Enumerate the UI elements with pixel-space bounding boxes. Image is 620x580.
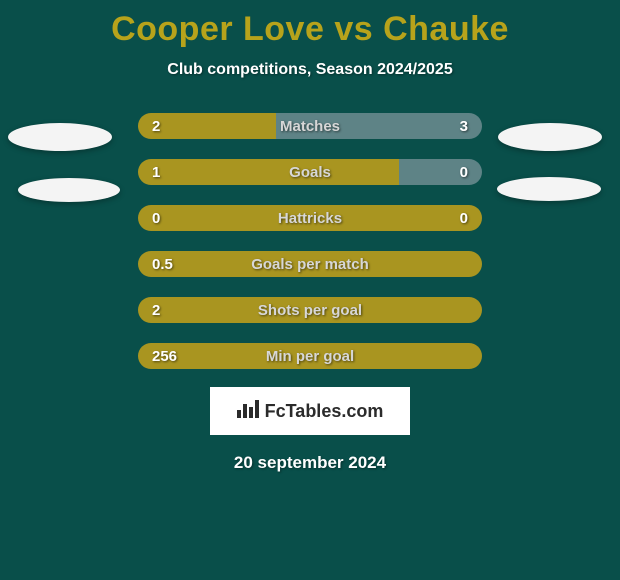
stat-seg-player1 xyxy=(138,251,482,277)
stat-seg-player1 xyxy=(138,343,482,369)
stat-row: 00Hattricks xyxy=(138,205,482,231)
comparison-card: Cooper Love vs Chauke Club competitions,… xyxy=(0,0,620,580)
stat-seg-player1 xyxy=(138,205,482,231)
stat-seg-player1 xyxy=(138,297,482,323)
source-logo: FcTables.com xyxy=(210,387,410,435)
player2-avatar xyxy=(498,123,602,151)
page-title: Cooper Love vs Chauke xyxy=(0,0,620,49)
stats-bars: 23Matches 10Goals 00Hattricks 0.5Goals per … xyxy=(0,113,620,369)
bars-icon xyxy=(237,400,259,422)
stat-row: 2Shots per goal xyxy=(138,297,482,323)
stat-seg-player2 xyxy=(276,113,482,139)
footer-date: 20 september 2024 xyxy=(0,453,620,473)
stat-row: 23Matches xyxy=(138,113,482,139)
subtitle: Club competitions, Season 2024/2025 xyxy=(0,61,620,79)
stat-seg-player2 xyxy=(399,159,482,185)
stat-row: 256Min per goal xyxy=(138,343,482,369)
logo-text: FcTables.com xyxy=(265,401,384,422)
player2-club-avatar xyxy=(497,177,601,201)
stat-seg-player1 xyxy=(138,113,276,139)
stat-row: 10Goals xyxy=(138,159,482,185)
player1-club-avatar xyxy=(18,178,120,202)
stat-row: 0.5Goals per match xyxy=(138,251,482,277)
player1-avatar xyxy=(8,123,112,151)
stat-seg-player1 xyxy=(138,159,399,185)
